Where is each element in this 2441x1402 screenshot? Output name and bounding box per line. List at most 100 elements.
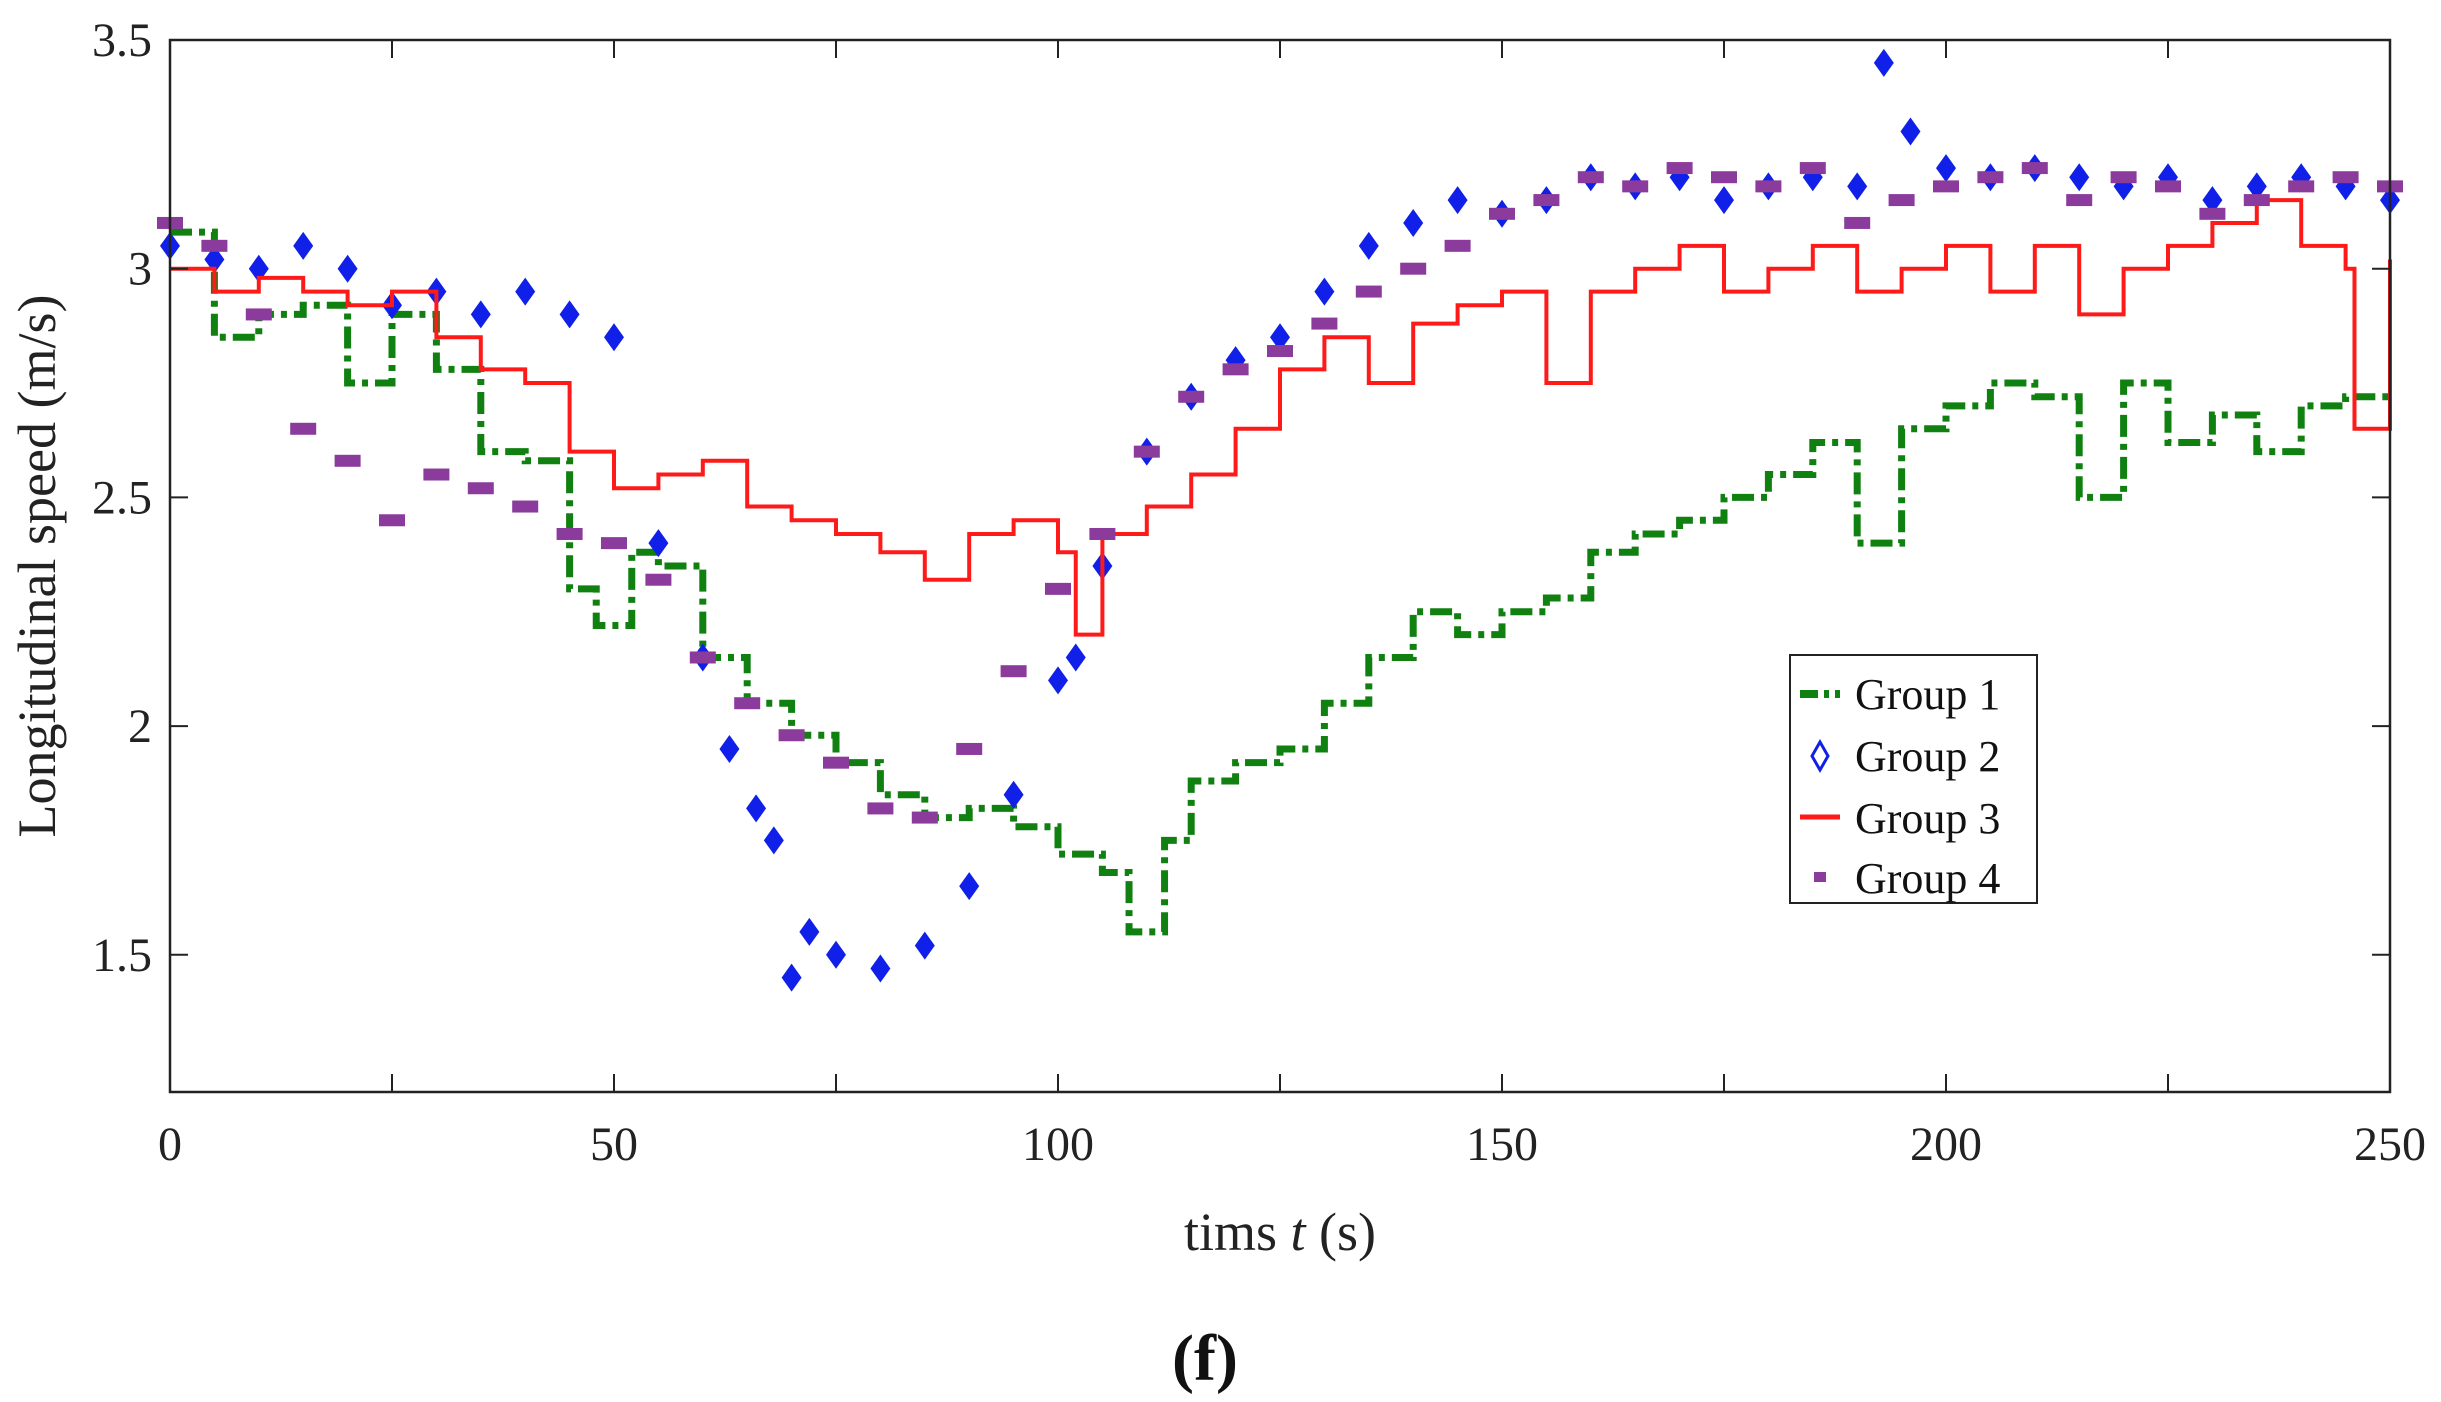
series-point-group-4: [689, 651, 716, 664]
series-point-group-4: [1444, 239, 1471, 252]
y-tick-label: 2: [128, 700, 152, 753]
series-point-group-4: [467, 482, 494, 495]
series-point-group-2: [1900, 117, 1921, 146]
y-tick-label: 3.5: [92, 14, 152, 67]
series-point-group-2: [870, 954, 891, 983]
x-tick-label: 0: [158, 1118, 182, 1171]
series-point-group-4: [2066, 194, 2093, 207]
series-point-group-4: [2155, 180, 2181, 193]
series-point-group-2: [204, 245, 225, 274]
series-point-group-2: [515, 277, 536, 306]
plot-background: [170, 40, 2390, 1092]
series-point-group-2: [470, 300, 491, 329]
series-point-group-2: [1065, 643, 1086, 672]
series-line-group-3: [170, 198, 2392, 637]
series-point-group-4: [423, 468, 450, 481]
series-point-group-2: [1714, 186, 1734, 215]
series-point-group-2: [1403, 208, 1424, 237]
series-point-group-2: [1314, 277, 1335, 306]
series-point-group-2: [2069, 163, 2090, 192]
series-point-group-2: [746, 794, 767, 823]
series-point-group-4: [1178, 390, 1205, 403]
series-point-group-4: [867, 802, 894, 815]
tick-layer: 0 50 100 150 200 250 1.5 2 2.5 3 3.5: [92, 14, 2426, 1171]
series-point-group-2: [719, 734, 740, 763]
series-point-group-2: [1936, 154, 1956, 183]
series-point-group-4: [1977, 171, 2004, 184]
legend-label-group-3: Group 3: [1855, 794, 2000, 843]
series-point-group-4: [2243, 194, 2270, 207]
series-point-group-2: [1048, 666, 1068, 695]
series-point-group-4: [512, 500, 539, 513]
series-point-group-4: [2199, 207, 2226, 220]
x-tick-label: 150: [1466, 1118, 1538, 1171]
series-point-group-4: [290, 422, 317, 435]
series-point-group-4: [201, 239, 228, 252]
series-point-group-2: [1270, 323, 1290, 352]
series-point-group-2: [799, 917, 820, 946]
series-point-group-2: [826, 940, 846, 969]
series-point-group-2: [2246, 172, 2267, 201]
series-point-group-4: [956, 742, 983, 755]
series-point-group-2: [1003, 780, 1024, 809]
y-axis-label: Longitudinal speed (m/s): [7, 295, 67, 838]
series-point-group-2: [648, 529, 669, 558]
x-axis-label: tims t (s): [1184, 1202, 1376, 1262]
series-point-group-4: [1045, 582, 1071, 595]
y-tick-label: 1.5: [92, 929, 152, 982]
series-point-group-4: [334, 454, 361, 467]
series-point-group-4: [1755, 180, 1782, 193]
series-point-group-2: [781, 963, 802, 992]
series-point-group-4: [2021, 162, 2048, 175]
y-tick-label: 3: [128, 243, 152, 296]
series-point-group-2: [1873, 48, 1894, 77]
series-point-group-4: [1355, 285, 1382, 298]
series-point-group-4: [1844, 216, 1871, 229]
series-point-group-2: [559, 300, 580, 329]
legend-label-group-1: Group 1: [1855, 670, 2000, 719]
series-point-group-4: [2288, 180, 2315, 193]
legend-swatch-group-4: [1814, 872, 1826, 882]
series-point-group-4: [1089, 527, 1116, 540]
series-point-group-4: [1533, 194, 1560, 207]
series-point-group-2: [959, 872, 980, 901]
series-point-group-4: [734, 697, 761, 710]
x-tick-label: 200: [1910, 1118, 1982, 1171]
series-point-group-4: [379, 514, 405, 527]
series-point-group-4: [1311, 317, 1338, 330]
series-point-group-4: [1888, 194, 1915, 207]
series-line-group-1: [170, 228, 2390, 936]
legend-swatch-group-2: [1810, 738, 1830, 774]
series-point-group-4: [245, 308, 272, 321]
series-point-group-4: [1222, 363, 1249, 376]
legend-label-group-4: Group 4: [1855, 854, 2000, 903]
series-point-group-4: [1799, 162, 1826, 175]
series-point-group-4: [911, 811, 938, 824]
series-point-group-4: [645, 573, 672, 586]
series-point-group-4: [1711, 171, 1737, 184]
series-point-group-4: [556, 527, 583, 540]
legend-box: [1789, 654, 2038, 904]
legend-label-group-2: Group 2: [1855, 732, 2000, 781]
x-tick-label: 50: [590, 1118, 638, 1171]
series-point-group-2: [248, 254, 269, 283]
series-point-group-2: [1358, 231, 1379, 260]
series-point-group-4: [1577, 171, 1604, 184]
y-tick-label: 2.5: [92, 471, 152, 524]
series-point-group-2: [914, 931, 935, 960]
series-point-group-4: [601, 537, 627, 550]
x-tick-label: 100: [1022, 1118, 1094, 1171]
series-point-group-4: [1133, 445, 1160, 458]
series-layer: [157, 48, 2403, 992]
series-point-group-2: [1847, 172, 1868, 201]
series-point-group-4: [1666, 162, 1693, 175]
series-point-group-4: [1933, 180, 1959, 193]
series-point-group-2: [763, 826, 784, 855]
series-point-group-4: [1489, 207, 1515, 220]
series-point-group-4: [2332, 171, 2359, 184]
series-point-group-4: [1000, 665, 1027, 678]
legend: Group 1 Group 2 Group 3 Group 4: [1789, 654, 2038, 904]
series-point-group-2: [1447, 186, 1468, 215]
series-point-group-2: [604, 323, 624, 352]
